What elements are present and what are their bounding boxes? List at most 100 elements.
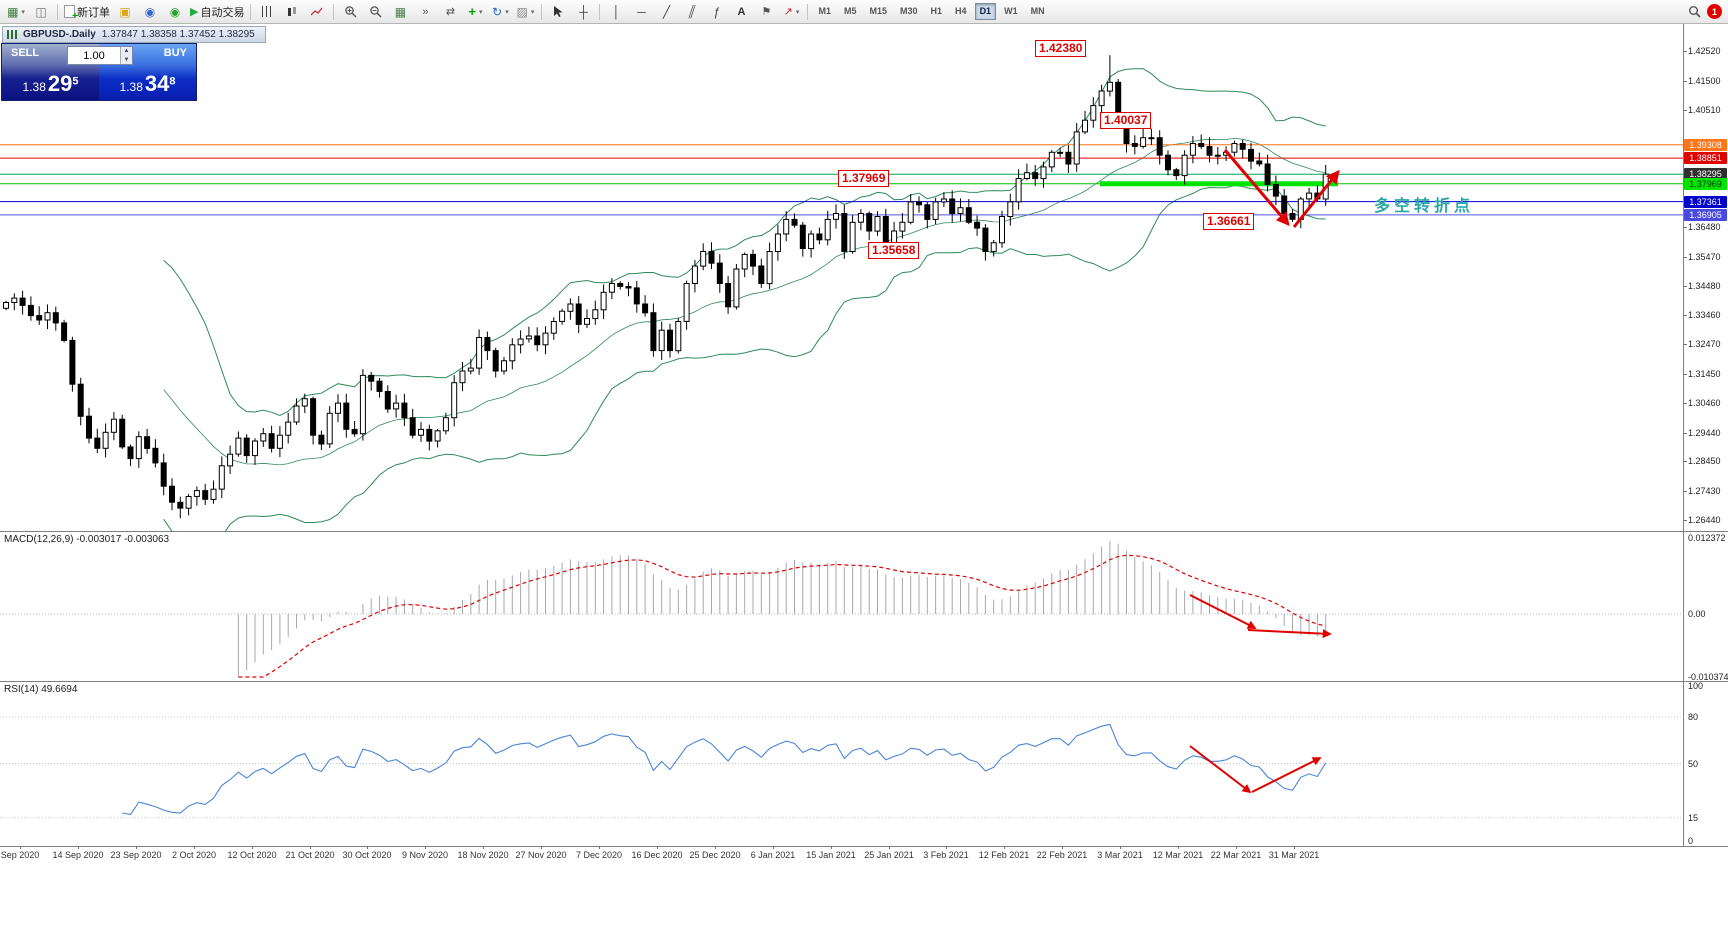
rsi-axis[interactable]: 100 80 50 15 0 (1684, 681, 1728, 846)
axis-tick-mark (1683, 374, 1687, 375)
date-axis-label: 15 Jan 2021 (806, 850, 856, 860)
price-annotation-label[interactable]: 1.37969 (838, 170, 890, 187)
sell-price-prefix: 1.38 (22, 80, 46, 94)
tile-windows-button[interactable]: ▦ (388, 2, 412, 22)
volume-input[interactable]: 1.00 ▲ ▼ (67, 46, 133, 65)
cursor-button[interactable] (546, 2, 570, 22)
sell-button[interactable]: SELL 1.38295 (2, 44, 99, 100)
chart-window-button[interactable]: ▦ ▾ (4, 2, 28, 22)
buy-price-pip: 8 (169, 75, 176, 88)
dropdown-caret-icon[interactable]: ▾ (479, 8, 483, 16)
macd-axis-tick: 0.00 (1688, 609, 1706, 619)
buy-price: 1.38348 (99, 71, 196, 97)
axis-tick-mark (1683, 491, 1687, 492)
autotrade-button[interactable]: ▶ 自动交易 (188, 2, 246, 22)
ohlc-bars-button[interactable] (255, 2, 279, 22)
new-order-button[interactable]: + 新订单 (62, 2, 112, 22)
volume-down-icon[interactable]: ▼ (121, 55, 132, 64)
axis-tick-mark (136, 846, 137, 849)
time-axis[interactable]: Sep 2020 14 Sep 2020 23 Sep 2020 2 Oct 2020… (0, 846, 1683, 864)
zoom-in-button[interactable] (338, 2, 362, 22)
shapes-button[interactable]: ↗ ▾ (779, 2, 803, 22)
templates-icon: ▨ (516, 4, 528, 19)
price-annotation-label[interactable]: 1.40037 (1100, 112, 1152, 129)
horizontal-line-icon: ─ (637, 4, 646, 19)
timeframe-h4-button[interactable]: H4 (955, 6, 967, 16)
timeframe-mn-button[interactable]: MN (1030, 6, 1045, 16)
axis-tick-mark (483, 846, 484, 849)
axis-tick-mark (1120, 846, 1121, 849)
chart-caption-bar[interactable]: GBPUSD-.Daily 1.37847 1.38358 1.37452 1.… (2, 26, 266, 43)
axis-tick-mark (194, 846, 195, 849)
rsi-panel[interactable] (0, 682, 1683, 845)
fibonacci-button[interactable]: ƒ (704, 2, 728, 22)
axis-tick-mark (1683, 110, 1687, 111)
timeframe-d1-button[interactable]: D1 (974, 3, 997, 20)
rsi-axis-tick: 15 (1688, 813, 1699, 823)
panel-divider[interactable] (0, 531, 1728, 532)
macd-panel[interactable] (0, 532, 1683, 680)
timeframe-w1-button[interactable]: W1 (1004, 6, 1018, 16)
price-annotation-label[interactable]: 1.36661 (1203, 213, 1255, 230)
sell-label: SELL (11, 47, 40, 59)
shapes-icon: ↗ (783, 6, 793, 18)
fibonacci-icon: ƒ (713, 4, 720, 19)
indicators-button[interactable]: + ▾ (463, 2, 487, 22)
auto-scroll-icon: » (422, 5, 429, 18)
chart-shift-button[interactable]: ⇄ (438, 2, 462, 22)
axis-tick-mark (310, 846, 311, 849)
price-axis-separator (1683, 24, 1684, 846)
price-chart[interactable] (0, 24, 1683, 531)
price-axis-tick: 1.32470 (1688, 339, 1721, 349)
time-axis-divider (0, 846, 1728, 847)
date-axis-label: 30 Oct 2020 (342, 850, 392, 860)
text-button[interactable]: A (729, 2, 753, 22)
channel-button[interactable]: ║ (679, 2, 703, 22)
timeframe-h1-button[interactable]: H1 (930, 6, 943, 16)
macd-axis-tick: -0.010374 (1688, 672, 1728, 682)
profiles-button[interactable]: ◫ (29, 2, 53, 22)
dropdown-caret-icon[interactable]: ▾ (795, 8, 800, 16)
axis-tick-mark (1683, 81, 1687, 82)
rsi-axis-tick: 50 (1688, 759, 1699, 769)
dropdown-caret-icon[interactable]: ▾ (21, 8, 25, 16)
auto-scroll-button[interactable]: » (413, 2, 437, 22)
price-axis[interactable]: 1.42520 1.41500 1.40510 1.36480 1.35470 1.344… (1683, 24, 1728, 846)
chart-window-icon: ▦ (7, 4, 19, 19)
price-annotation-label[interactable]: 1.35658 (868, 242, 920, 259)
dropdown-caret-icon[interactable]: ▾ (505, 8, 509, 16)
date-axis-label: 22 Feb 2021 (1036, 850, 1088, 860)
horizontal-line-button[interactable]: ─ (629, 2, 653, 22)
panel-divider[interactable] (0, 681, 1728, 682)
candlestick-chart-button[interactable] (280, 2, 304, 22)
vertical-line-button[interactable]: │ (604, 2, 628, 22)
timeframe-m15-button[interactable]: M15 (869, 6, 888, 16)
periods-button[interactable]: ↻ ▾ (488, 2, 512, 22)
notification-badge[interactable]: 1 (1707, 4, 1722, 19)
templates-button[interactable]: ▨ ▾ (513, 2, 537, 22)
dropdown-caret-icon[interactable]: ▾ (530, 8, 535, 16)
terminal-button[interactable]: ◉ (163, 2, 187, 22)
timeframe-m1-button[interactable]: M1 (818, 6, 831, 16)
chart-ohlc-values: 1.37847 1.38358 1.37452 1.38295 (101, 29, 255, 40)
volume-stepper[interactable]: ▲ ▼ (120, 47, 132, 64)
date-axis-label: 22 Mar 2021 (1210, 850, 1262, 860)
axis-tick-mark (541, 846, 542, 849)
line-chart-button[interactable] (305, 2, 329, 22)
timeframe-m5-button[interactable]: M5 (843, 6, 857, 16)
market-watch-button[interactable]: ▣ (113, 2, 137, 22)
axis-tick-mark (1683, 51, 1687, 52)
price-annotation-label[interactable]: 1.42380 (1035, 40, 1087, 57)
macd-axis[interactable]: 0.012372 0.00 -0.010374 (1684, 532, 1728, 682)
vertical-line-icon: │ (612, 4, 621, 19)
label-button[interactable]: ⚑ (754, 2, 778, 22)
macd-axis-tick: 0.012372 (1688, 533, 1726, 543)
chart-note-text[interactable]: 多空转折点 (1374, 198, 1475, 215)
volume-up-icon[interactable]: ▲ (121, 47, 132, 56)
navigator-button[interactable]: ◉ (138, 2, 162, 22)
trendline-button[interactable]: ╱ (654, 2, 678, 22)
zoom-out-button[interactable] (363, 2, 387, 22)
crosshair-button[interactable]: ┼ (571, 2, 595, 22)
timeframe-m30-button[interactable]: M30 (900, 6, 918, 16)
search-button[interactable] (1682, 2, 1706, 22)
